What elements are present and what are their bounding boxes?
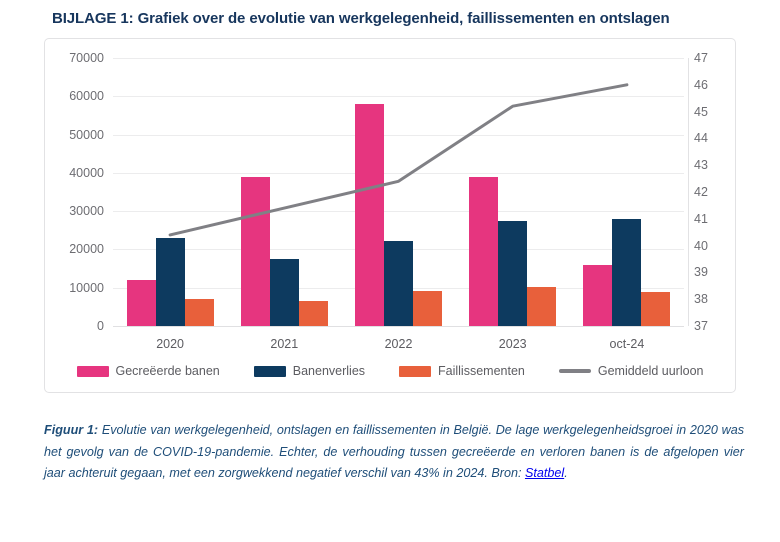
bar-group: 2023 (456, 58, 570, 351)
gridline (113, 326, 684, 327)
legend-swatch (253, 365, 286, 377)
y-axis-right-tick: 46 (694, 77, 708, 92)
bar-created[interactable] (126, 280, 156, 326)
y-axis-right-tick: 43 (694, 158, 708, 173)
x-axis-label: 2023 (498, 337, 527, 351)
y-axis-right-tick: 37 (694, 319, 708, 333)
y-axis-right-tick: 44 (694, 131, 708, 146)
bar-lost[interactable] (498, 220, 528, 326)
y-axis-left-tick: 60000 (69, 89, 104, 104)
y-axis-right-tick: 47 (694, 51, 708, 65)
bar-groups: 2020 2021 2022 2023 oct-24 (113, 58, 684, 351)
legend-item[interactable]: Faillissementen (399, 364, 525, 378)
bars (570, 58, 684, 326)
y-axis-right-tick: 42 (694, 185, 708, 199)
plot-area: 0 10000 20000 30000 40000 50000 60000 70000 37 3… (69, 51, 708, 351)
y-axis-right-tick: 45 (694, 104, 708, 119)
right-axis-line (688, 58, 689, 326)
bar-bankrupt[interactable] (527, 287, 557, 326)
legend-item[interactable]: Gemiddeld uurloon (558, 364, 704, 378)
y-axis-left-tick: 10000 (69, 280, 104, 295)
legend-item[interactable]: Banenverlies (253, 364, 366, 378)
bars (113, 58, 227, 326)
legend-swatch (399, 365, 432, 377)
bar-bankrupt[interactable] (298, 301, 328, 326)
y-axis-left-tick: 70000 (69, 51, 104, 65)
chart-legend: Gecreëerde banen Banenverlies Faillissemen… (45, 364, 735, 378)
legend-label: Faillissementen (438, 364, 525, 378)
y-axis-left-tick: 30000 (69, 204, 104, 219)
y-axis-left-tick: 20000 (69, 242, 104, 257)
x-axis-label: 2021 (270, 337, 299, 351)
bars (456, 58, 570, 326)
bar-created[interactable] (583, 264, 613, 326)
bar-bankrupt[interactable] (413, 290, 442, 326)
bar-bankrupt[interactable] (641, 292, 671, 326)
caption-body: Evolutie van werkgelegenheid, ontslagen … (44, 423, 744, 481)
legend-swatch (76, 365, 109, 377)
page-title: BIJLAGE 1: Grafiek over de evolutie van … (52, 10, 670, 27)
legend-label: Gecreëerde banen (115, 364, 220, 378)
bars (227, 58, 341, 326)
y-axis-right-tick: 41 (694, 211, 708, 226)
bar-created[interactable] (240, 176, 270, 326)
bar-lost[interactable] (155, 237, 185, 326)
y-axis-left-tick: 0 (97, 319, 104, 333)
legend-swatch (558, 369, 591, 373)
bar-group: 2021 (227, 58, 341, 351)
caption-period: . (564, 466, 568, 481)
y-axis-right-tick: 39 (694, 265, 708, 280)
bar-lost[interactable] (269, 259, 299, 326)
y-axis-right-tick: 38 (694, 292, 708, 307)
x-axis-label: oct-24 (609, 337, 645, 351)
bar-group: 2022 (341, 58, 455, 351)
bar-bankrupt[interactable] (184, 299, 214, 326)
figure-caption: Figuur 1: Evolutie van werkgelegenheid, … (44, 420, 744, 485)
x-axis-label: 2020 (156, 337, 184, 351)
bar-created[interactable] (355, 103, 384, 326)
y-axis-left-tick: 50000 (69, 127, 104, 142)
bar-lost[interactable] (384, 241, 413, 326)
bar-group: 2020 (113, 58, 227, 351)
caption-label: Figuur 1: (44, 423, 99, 437)
bar-lost[interactable] (612, 218, 642, 326)
gridline (113, 58, 684, 59)
legend-item[interactable]: Gecreëerde banen (76, 364, 220, 378)
bar-created[interactable] (469, 176, 499, 326)
x-axis-label: 2022 (384, 337, 413, 351)
legend-label: Banenverlies (292, 364, 366, 378)
bars (341, 58, 455, 326)
y-axis-right-tick: 40 (694, 238, 708, 253)
y-axis-left-tick: 40000 (69, 165, 104, 180)
statbel-source-link[interactable]: Statbel (524, 466, 565, 481)
chart-panel: 0 10000 20000 30000 40000 50000 60000 70000 37 3… (44, 38, 736, 393)
bar-group: oct-24 (570, 58, 684, 351)
legend-label: Gemiddeld uurloon (597, 364, 704, 378)
